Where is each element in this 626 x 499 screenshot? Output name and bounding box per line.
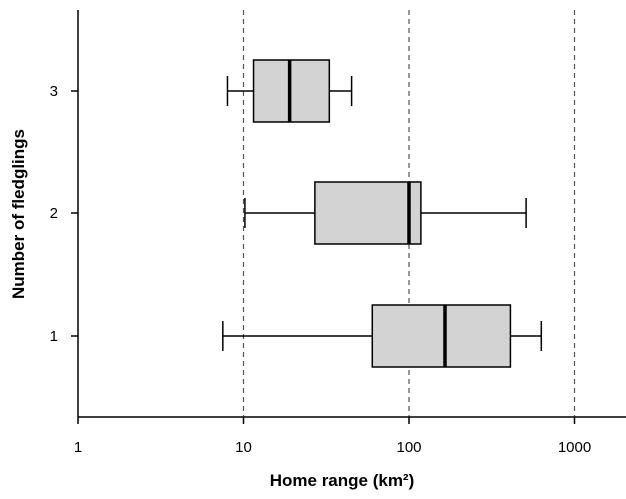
iqr-box — [371, 304, 512, 368]
box-group-3 — [226, 59, 353, 123]
x-tick-label: 10 — [235, 439, 252, 456]
reference-lines — [242, 10, 576, 417]
box-group-2 — [244, 181, 527, 245]
boxes — [222, 59, 543, 368]
y-tick-label: 3 — [50, 83, 58, 100]
x-tick-label: 100 — [396, 439, 421, 456]
y-tick-label: 1 — [50, 328, 58, 345]
iqr-box — [252, 59, 331, 123]
x-tick-label: 1 — [74, 439, 82, 456]
box-group-1 — [222, 304, 543, 368]
x-tick-label: 1000 — [558, 439, 591, 456]
x-axis-title: Home range (km²) — [270, 471, 415, 490]
axis-ticks: 1 10 100 1000 1 2 3 — [50, 83, 592, 456]
y-tick-label: 2 — [50, 205, 58, 222]
iqr-box — [314, 181, 422, 245]
y-axis-title: Number of fledglings — [9, 129, 28, 299]
